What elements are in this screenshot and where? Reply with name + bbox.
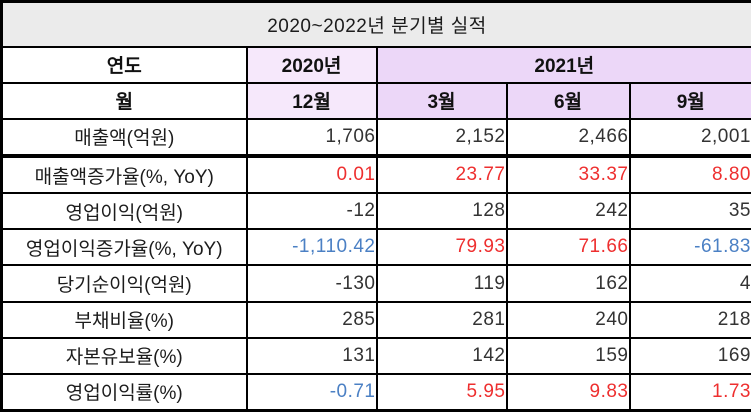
- value-cell: -12: [245, 192, 378, 231]
- value-cell: 142: [375, 336, 508, 375]
- value-text: 4: [739, 272, 751, 294]
- value-text: 8.80: [712, 164, 751, 186]
- year-row-label: 연도: [0, 45, 248, 84]
- value-text: 1,706: [325, 125, 376, 147]
- value-text: 240: [595, 308, 629, 330]
- value-text: 159: [595, 344, 629, 366]
- table-row-debt-ratio: 부채비율(%) 285 281 240 218: [0, 300, 751, 339]
- value-text: 9.83: [589, 380, 629, 402]
- value-cell: 23.77: [375, 154, 508, 195]
- metric-label: 자본유보율(%): [0, 336, 248, 375]
- value-cell: 169: [628, 336, 751, 375]
- title-row: 2020~2022년 분기별 실적: [0, 0, 751, 48]
- value-cell: -1,110.42: [245, 228, 378, 267]
- table-row-operating-profit-growth: 영업이익증가율(%, YoY) -1,110.42 79.93 71.66 -6…: [0, 228, 751, 267]
- value-cell: 35: [628, 192, 751, 231]
- value-text: 2,152: [455, 125, 506, 147]
- month-header-mar: 3월: [375, 81, 508, 120]
- value-text: 79.93: [455, 236, 506, 258]
- value-cell: 242: [505, 192, 631, 231]
- metric-label: 영업이익률(%): [0, 372, 248, 412]
- value-cell: 71.66: [505, 228, 631, 267]
- value-text: 142: [472, 344, 506, 366]
- value-cell: 2,001: [628, 117, 751, 159]
- value-text: 169: [717, 344, 751, 366]
- value-cell: -0.71: [245, 372, 378, 412]
- value-cell: 9.83: [505, 372, 631, 412]
- value-text: 5.95: [466, 380, 506, 402]
- month-header-jun: 6월: [505, 81, 631, 120]
- value-text: -12: [346, 200, 376, 222]
- value-cell: 119: [375, 264, 508, 303]
- value-cell: 162: [505, 264, 631, 303]
- value-text: 128: [472, 200, 506, 222]
- value-text: 0.01: [336, 164, 376, 186]
- value-cell: 285: [245, 300, 378, 339]
- value-text: -130: [335, 272, 376, 294]
- metric-label: 부채비율(%): [0, 300, 248, 339]
- value-text: 23.77: [455, 164, 506, 186]
- value-cell: 4: [628, 264, 751, 303]
- value-cell: 2,152: [375, 117, 508, 159]
- table-row-revenue-growth: 매출액증가율(%, YoY) 0.01 23.77 33.37 8.80: [0, 154, 751, 195]
- value-text: 285: [342, 308, 376, 330]
- table-row-net-income: 당기순이익(억원) -130 119 162 4: [0, 264, 751, 303]
- value-text: 281: [472, 308, 506, 330]
- value-text: -61.83: [694, 236, 751, 258]
- value-text: 35: [728, 200, 751, 222]
- value-text: 162: [595, 272, 629, 294]
- year-2021-cell: 2021년: [375, 45, 751, 84]
- value-text: -0.71: [329, 380, 376, 402]
- value-text: 242: [595, 200, 629, 222]
- value-cell: 240: [505, 300, 631, 339]
- metric-label: 영업이익증가율(%, YoY): [0, 228, 248, 267]
- value-text: 218: [717, 308, 751, 330]
- value-text: 71.66: [578, 236, 629, 258]
- table-row-capital-reserve-ratio: 자본유보율(%) 131 142 159 169: [0, 336, 751, 375]
- metric-label: 매출액증가율(%, YoY): [0, 154, 248, 195]
- value-cell: 0.01: [245, 154, 378, 195]
- value-cell: 8.80: [628, 154, 751, 195]
- table-row-revenue: 매출액(억원) 1,706 2,152 2,466 2,001: [0, 117, 751, 159]
- value-text: 2,466: [578, 125, 629, 147]
- year-header-row: 연도 2020년 2021년: [0, 45, 751, 84]
- month-header-dec: 12월: [245, 81, 378, 120]
- value-cell: 5.95: [375, 372, 508, 412]
- value-cell: 131: [245, 336, 378, 375]
- table-row-operating-profit: 영업이익(억원) -12 128 242 35: [0, 192, 751, 231]
- value-cell: 281: [375, 300, 508, 339]
- month-header-row: 월 12월 3월 6월 9월: [0, 81, 751, 120]
- metric-label: 매출액(억원): [0, 117, 248, 159]
- value-cell: 218: [628, 300, 751, 339]
- value-text: 1.73: [712, 380, 751, 402]
- value-text: -1,110.42: [292, 236, 376, 258]
- value-text: 33.37: [578, 164, 629, 186]
- value-cell: 128: [375, 192, 508, 231]
- month-row-label: 월: [0, 81, 248, 120]
- value-text: 119: [473, 272, 506, 294]
- value-cell: 33.37: [505, 154, 631, 195]
- value-cell: 2,466: [505, 117, 631, 159]
- value-text: 131: [342, 344, 376, 366]
- value-cell: -61.83: [628, 228, 751, 267]
- value-cell: 79.93: [375, 228, 508, 267]
- value-text: 2,001: [700, 125, 751, 147]
- table-title: 2020~2022년 분기별 실적: [0, 0, 751, 48]
- month-header-sep: 9월: [628, 81, 751, 120]
- value-cell: 159: [505, 336, 631, 375]
- metric-label: 영업이익(억원): [0, 192, 248, 231]
- value-cell: 1.73: [628, 372, 751, 412]
- value-cell: 1,706: [245, 117, 378, 159]
- value-cell: -130: [245, 264, 378, 303]
- metric-label: 당기순이익(억원): [0, 264, 248, 303]
- table-row-operating-margin: 영업이익률(%) -0.71 5.95 9.83 1.73: [0, 372, 751, 412]
- year-2020-cell: 2020년: [245, 45, 378, 84]
